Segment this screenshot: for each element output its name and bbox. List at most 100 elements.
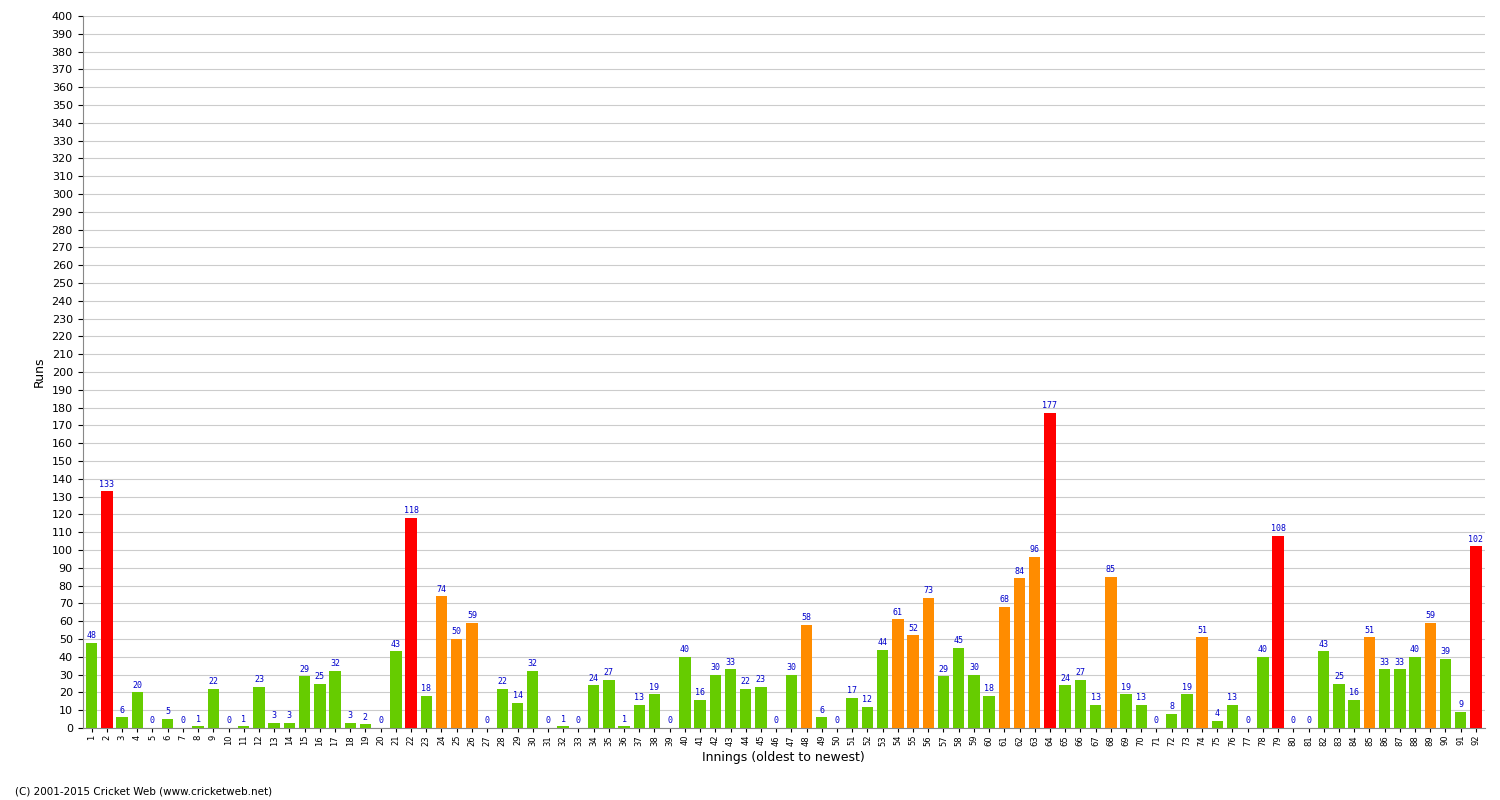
Bar <box>633 705 645 728</box>
Text: 19: 19 <box>1120 682 1131 691</box>
Bar <box>1074 680 1086 728</box>
Text: 1: 1 <box>561 714 566 723</box>
Bar <box>680 657 690 728</box>
Text: 74: 74 <box>436 585 447 594</box>
Bar <box>1318 651 1329 728</box>
Bar <box>268 722 280 728</box>
Text: 43: 43 <box>392 640 400 649</box>
Text: 0: 0 <box>668 716 672 726</box>
Bar <box>466 623 477 728</box>
Bar <box>1348 699 1360 728</box>
Bar <box>1425 623 1436 728</box>
Text: 51: 51 <box>1197 626 1208 634</box>
Text: 27: 27 <box>604 668 613 678</box>
Text: 14: 14 <box>513 691 522 701</box>
Text: 43: 43 <box>1318 640 1329 649</box>
Text: 44: 44 <box>878 638 888 647</box>
Text: 3: 3 <box>348 711 352 720</box>
Text: 39: 39 <box>1440 647 1450 656</box>
Bar <box>878 650 888 728</box>
Bar <box>801 625 813 728</box>
Text: 32: 32 <box>528 659 538 668</box>
Bar <box>1029 557 1041 728</box>
Text: 19: 19 <box>650 682 660 691</box>
Text: 59: 59 <box>466 611 477 620</box>
Text: 58: 58 <box>801 613 812 622</box>
Text: 102: 102 <box>1468 534 1484 544</box>
Bar <box>938 676 950 728</box>
Bar <box>1455 712 1467 728</box>
Bar <box>132 693 142 728</box>
Text: 1: 1 <box>242 714 246 723</box>
Text: 16: 16 <box>694 688 705 697</box>
Bar <box>618 726 630 728</box>
Text: 0: 0 <box>1306 716 1311 726</box>
Bar <box>588 686 600 728</box>
Bar <box>496 689 508 728</box>
Bar <box>1136 705 1148 728</box>
Text: 23: 23 <box>254 675 264 684</box>
Bar <box>1212 721 1222 728</box>
Bar <box>1257 657 1269 728</box>
Text: 108: 108 <box>1270 524 1286 533</box>
Bar <box>1334 683 1344 728</box>
Bar <box>452 639 462 728</box>
Text: 85: 85 <box>1106 565 1116 574</box>
Bar <box>1059 686 1071 728</box>
Bar <box>162 719 174 728</box>
Text: 0: 0 <box>378 716 382 726</box>
Text: 96: 96 <box>1029 546 1039 554</box>
Bar <box>740 689 752 728</box>
Bar <box>694 699 706 728</box>
Bar <box>1394 670 1406 728</box>
Bar <box>284 722 296 728</box>
Text: 118: 118 <box>404 506 418 515</box>
Text: 50: 50 <box>452 627 462 636</box>
Text: 48: 48 <box>87 631 96 640</box>
Text: 13: 13 <box>1227 693 1238 702</box>
Text: 9: 9 <box>1458 700 1462 710</box>
Text: 25: 25 <box>315 672 326 681</box>
Bar <box>100 491 112 728</box>
Text: 45: 45 <box>954 636 963 646</box>
Text: 2: 2 <box>363 713 368 722</box>
Text: 0: 0 <box>484 716 489 726</box>
Bar <box>558 726 568 728</box>
Bar <box>526 671 538 728</box>
Bar <box>1440 658 1450 728</box>
Bar <box>648 694 660 728</box>
Bar <box>436 596 447 728</box>
Text: 32: 32 <box>330 659 340 668</box>
Bar <box>330 671 340 728</box>
Bar <box>952 648 964 728</box>
Text: 73: 73 <box>924 586 933 595</box>
Text: 13: 13 <box>1090 693 1101 702</box>
Bar <box>1197 638 1208 728</box>
Bar <box>1044 413 1056 728</box>
Text: 6: 6 <box>120 706 124 714</box>
Bar <box>420 696 432 728</box>
Bar <box>192 726 204 728</box>
Text: 40: 40 <box>1410 645 1420 654</box>
Text: 25: 25 <box>1334 672 1344 681</box>
X-axis label: Innings (oldest to newest): Innings (oldest to newest) <box>702 751 865 764</box>
Bar <box>1227 705 1238 728</box>
Bar <box>786 674 796 728</box>
Text: 40: 40 <box>1258 645 1268 654</box>
Text: 23: 23 <box>756 675 766 684</box>
Bar <box>908 635 920 728</box>
Bar <box>345 722 355 728</box>
Text: 1: 1 <box>195 714 201 723</box>
Text: 19: 19 <box>1182 682 1192 691</box>
Bar <box>1378 670 1390 728</box>
Bar <box>816 718 828 728</box>
Bar <box>314 683 326 728</box>
Text: 17: 17 <box>847 686 856 695</box>
Bar <box>1410 657 1420 728</box>
Text: 51: 51 <box>1365 626 1374 634</box>
Bar <box>984 696 994 728</box>
Text: 30: 30 <box>969 663 980 672</box>
Text: 20: 20 <box>132 681 142 690</box>
Bar <box>1106 577 1116 728</box>
Text: 0: 0 <box>150 716 154 726</box>
